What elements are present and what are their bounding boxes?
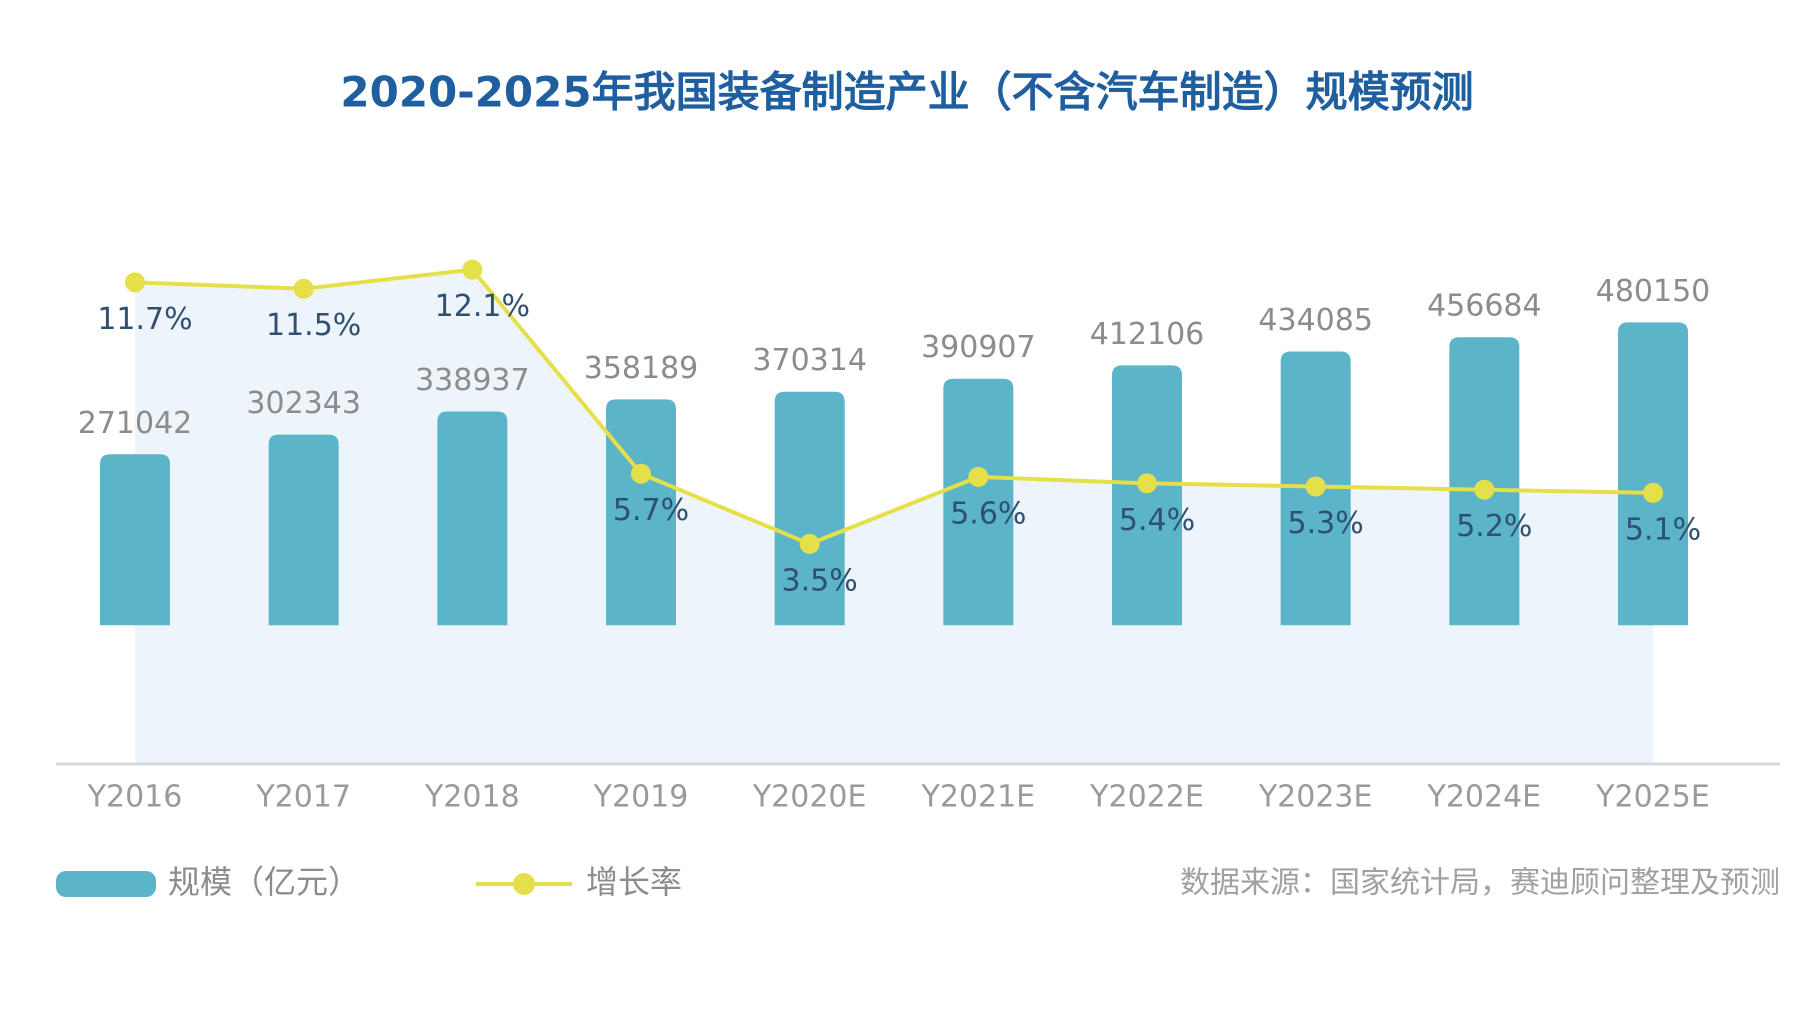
x-tick-label: Y2019 xyxy=(593,780,689,815)
line-value-label: 5.2% xyxy=(1456,509,1532,544)
bar-value-label: 302343 xyxy=(246,386,361,421)
bar xyxy=(943,378,1014,626)
bar xyxy=(268,434,339,626)
legend-label: 规模（亿元） xyxy=(168,863,360,901)
bar xyxy=(437,411,508,626)
legend-marker xyxy=(513,873,535,895)
x-tick-label: Y2017 xyxy=(255,780,351,815)
line-point xyxy=(799,533,820,554)
line-value-label: 5.1% xyxy=(1625,512,1701,547)
legend-label: 增长率 xyxy=(586,863,682,901)
chart-title: 2020-2025年我国装备制造产业（不含汽车制造）规模预测 xyxy=(340,68,1473,117)
line-value-label: 5.4% xyxy=(1119,503,1195,538)
bar-value-label: 358189 xyxy=(584,351,699,386)
bar-value-label: 370314 xyxy=(752,343,867,378)
bar xyxy=(1112,365,1182,626)
bar-value-label: 412106 xyxy=(1090,317,1205,352)
bar-value-label: 480150 xyxy=(1596,274,1711,309)
line-value-label: 11.5% xyxy=(266,308,361,343)
bar-value-label: 390907 xyxy=(921,330,1036,365)
bar xyxy=(606,399,676,626)
line-value-label: 12.1% xyxy=(435,289,530,324)
x-tick-label: Y2016 xyxy=(87,780,183,815)
line-point xyxy=(968,466,989,487)
x-tick-label: Y2020E xyxy=(752,780,867,815)
x-tick-label: Y2021E xyxy=(921,780,1036,815)
line-point xyxy=(293,278,314,299)
bar xyxy=(774,391,845,626)
bar-value-label: 434085 xyxy=(1258,303,1373,338)
bar-value-label: 456684 xyxy=(1427,289,1542,324)
bar xyxy=(1618,322,1688,626)
source: 数据来源：国家统计局，赛迪顾问整理及预测 xyxy=(1180,866,1780,901)
line-value-label: 5.7% xyxy=(613,493,689,528)
x-tick-label: Y2022E xyxy=(1089,780,1204,815)
legend-swatch xyxy=(56,871,156,897)
x-tick-label: Y2023E xyxy=(1258,780,1373,815)
line-value-label: 11.7% xyxy=(97,302,192,337)
x-tick-label: Y2024E xyxy=(1427,780,1542,815)
line-point xyxy=(1643,482,1663,503)
line-value-label: 5.3% xyxy=(1288,506,1364,541)
line-point xyxy=(1305,476,1326,497)
x-tick-label: Y2018 xyxy=(424,780,520,815)
line-point xyxy=(1474,479,1495,500)
bar-value-label: 338937 xyxy=(415,363,530,398)
line-point xyxy=(631,463,651,484)
line-value-label: 3.5% xyxy=(782,563,858,598)
line xyxy=(134,267,1654,547)
line-point xyxy=(1137,473,1157,494)
line-value-label: 5.6% xyxy=(950,496,1026,531)
x-tick-label: Y2025E xyxy=(1595,780,1710,815)
line-area xyxy=(135,269,1653,764)
line-point xyxy=(462,259,483,280)
bar xyxy=(100,454,170,626)
line-point xyxy=(125,272,145,293)
bar-value-label: 271042 xyxy=(78,406,193,441)
